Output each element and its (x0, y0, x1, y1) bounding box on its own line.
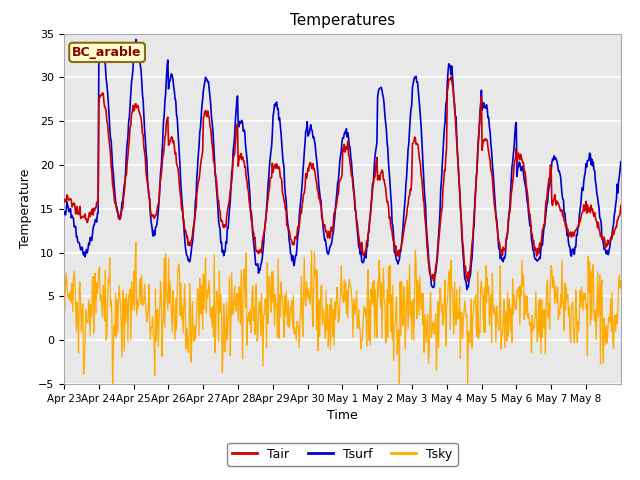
Y-axis label: Temperature: Temperature (19, 169, 33, 249)
X-axis label: Time: Time (327, 409, 358, 422)
Title: Temperatures: Temperatures (290, 13, 395, 28)
Text: BC_arable: BC_arable (72, 46, 142, 59)
Legend: Tair, Tsurf, Tsky: Tair, Tsurf, Tsky (227, 443, 458, 466)
